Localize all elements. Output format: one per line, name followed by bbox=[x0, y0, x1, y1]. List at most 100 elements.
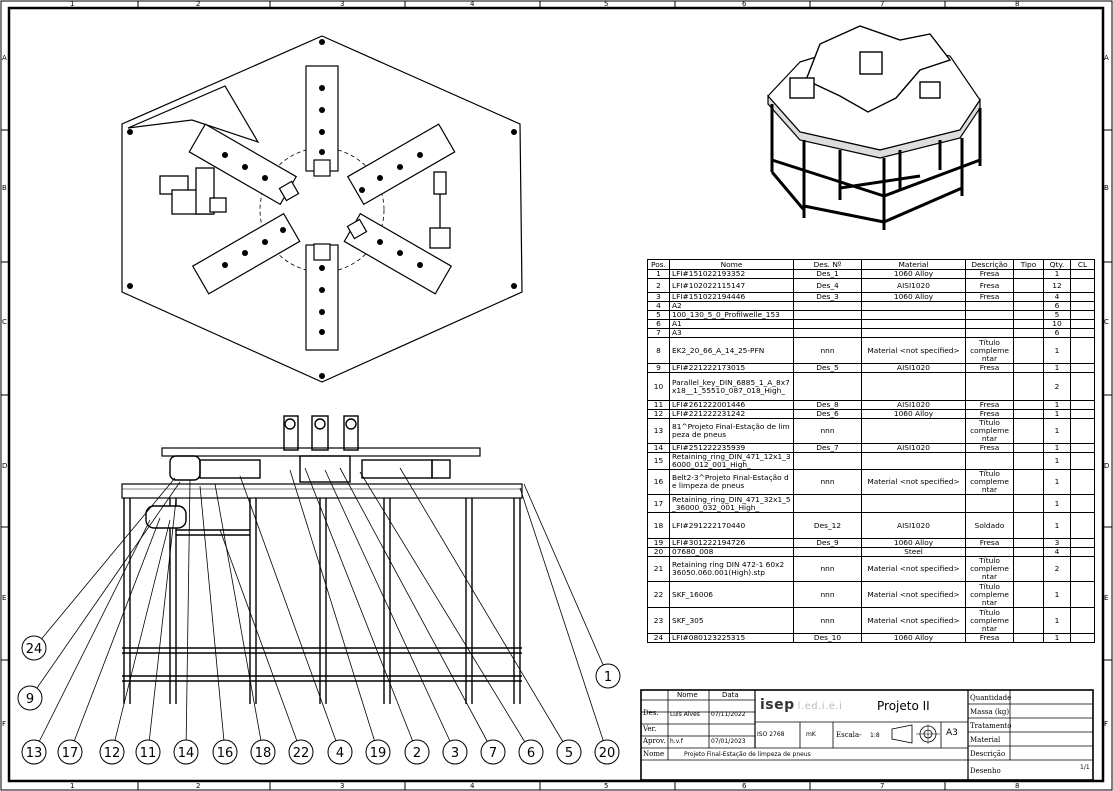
bom-cell-pos: 8 bbox=[647, 337, 670, 364]
balloon-circle bbox=[327, 739, 353, 765]
bom-row: 3 LFI#151022194446 Des_3 1060 Alloy Fresa 4 bbox=[647, 292, 1095, 302]
bom-row: 22 SKF_16006 nnn Material <not specified> Tí… bbox=[647, 581, 1095, 608]
bom-cell-pos: 17 bbox=[647, 494, 670, 513]
bom-cell-material bbox=[861, 319, 966, 329]
bom-cell-qty: 1 bbox=[1043, 452, 1071, 470]
bom-cell-cl bbox=[1070, 581, 1095, 608]
bom-cell-nome: Parallel_key_DIN_6885_1_A_8x7x18__1_5551… bbox=[669, 372, 794, 401]
bom-cell-nome: SKF_16006 bbox=[669, 581, 794, 608]
bom-cell-descricao bbox=[965, 372, 1014, 401]
bom-cell-des bbox=[793, 547, 862, 557]
bom-header-pos: Pos. bbox=[647, 259, 670, 270]
bom-cell-tipo bbox=[1013, 547, 1044, 557]
balloon-label: 4 bbox=[336, 746, 344, 761]
bom-cell-nome: Retaining ring DIN 472-1 60x2 36050.060.… bbox=[669, 556, 794, 582]
zone-column-label: 8 bbox=[1015, 0, 1020, 8]
balloon-9: 9 bbox=[17, 685, 43, 711]
bom-cell-tipo bbox=[1013, 319, 1044, 329]
balloon-label: 17 bbox=[62, 746, 79, 761]
bom-cell-qty: 1 bbox=[1043, 581, 1071, 608]
bom-cell-pos: 10 bbox=[647, 372, 670, 401]
tb-des-data: 07/11/2022 bbox=[711, 711, 746, 718]
bom-cell-nome: LFI#301222194726 bbox=[669, 538, 794, 548]
zone-column-label: 2 bbox=[196, 0, 201, 8]
bom-cell-material: Material <not specified> bbox=[861, 469, 966, 495]
bom-cell-qty: 4 bbox=[1043, 292, 1071, 302]
bom-header-row: Pos. Nome Des. Nº Material Descrição Tip… bbox=[647, 259, 1095, 270]
bom-cell-descricao: Fresa bbox=[965, 538, 1014, 548]
bom-cell-cl bbox=[1070, 556, 1095, 582]
bom-cell-des: Des_1 bbox=[793, 269, 862, 279]
bom-cell-descricao: Fresa bbox=[965, 400, 1014, 410]
bom-cell-qty: 1 bbox=[1043, 337, 1071, 364]
front-view bbox=[121, 415, 523, 704]
bom-row: 1 LFI#151022193352 Des_1 1060 Alloy Fresa 1 bbox=[647, 269, 1095, 279]
bom-cell-nome: LFI#221222231242 bbox=[669, 409, 794, 419]
bom-cell-qty: 10 bbox=[1043, 319, 1071, 329]
bom-header-tipo: Tipo bbox=[1013, 259, 1044, 270]
bom-cell-tipo bbox=[1013, 269, 1044, 279]
balloon-circle bbox=[21, 739, 47, 765]
bom-cell-nome: LFI#291222170440 bbox=[669, 512, 794, 539]
balloon-18: 18 bbox=[250, 739, 276, 765]
balloon-label: 12 bbox=[104, 746, 121, 761]
bom-cell-des: Des_8 bbox=[793, 400, 862, 410]
bom-cell-material: AISI1020 bbox=[861, 363, 966, 373]
bom-cell-material: 1060 Alloy bbox=[861, 409, 966, 419]
bom-cell-material: AISI1020 bbox=[861, 278, 966, 293]
balloon-13: 13 bbox=[21, 739, 47, 765]
bom-cell-cl bbox=[1070, 547, 1095, 557]
bom-cell-pos: 15 bbox=[647, 452, 670, 470]
bom-cell-nome: 100_130_5_0_Profilwelle_153 bbox=[669, 310, 794, 320]
bom-cell-qty: 1 bbox=[1043, 494, 1071, 513]
bom-cell-des: nnn bbox=[793, 337, 862, 364]
bom-cell-nome: 81^Projeto Final-Estação de limpeza de p… bbox=[669, 418, 794, 444]
balloon-17: 17 bbox=[57, 739, 83, 765]
tb-quantidade: Quantidade bbox=[970, 694, 1012, 702]
tb-nome-value: Projeto Final-Estação de limpeza de pneu… bbox=[684, 751, 811, 758]
bom-cell-pos: 18 bbox=[647, 512, 670, 539]
bom-cell-material: 1060 Alloy bbox=[861, 292, 966, 302]
zone-column-label: 5 bbox=[604, 782, 609, 790]
balloon-label: 3 bbox=[451, 746, 459, 761]
tb-tolerance: mK bbox=[806, 731, 816, 738]
bom-cell-material: Material <not specified> bbox=[861, 556, 966, 582]
leader-lines bbox=[29, 467, 609, 753]
bom-cell-cl bbox=[1070, 494, 1095, 513]
bom-cell-tipo bbox=[1013, 372, 1044, 401]
bom-cell-descricao: Título compleme ntar bbox=[965, 607, 1014, 634]
bom-cell-material: AISI1020 bbox=[861, 512, 966, 539]
balloon-label: 14 bbox=[178, 746, 195, 761]
bom-cell-material: Material <not specified> bbox=[861, 607, 966, 634]
bom-cell-tipo bbox=[1013, 409, 1044, 419]
bom-cell-pos: 22 bbox=[647, 581, 670, 608]
bom-cell-cl bbox=[1070, 512, 1095, 539]
bom-cell-nome: Retaining_ring_DIN_471_32x1_5_36000_032_… bbox=[669, 494, 794, 513]
balloon-label: 5 bbox=[565, 746, 573, 761]
balloon-circle bbox=[212, 739, 238, 765]
zone-row-label: A bbox=[1104, 54, 1109, 62]
bom-cell-des: Des_12 bbox=[793, 512, 862, 539]
bom-cell-descricao: Título compleme ntar bbox=[965, 469, 1014, 495]
balloon-label: 7 bbox=[489, 746, 497, 761]
balloon-circle bbox=[173, 739, 199, 765]
balloon-circle bbox=[442, 739, 468, 765]
bom-cell-des: nnn bbox=[793, 469, 862, 495]
bom-cell-des bbox=[793, 452, 862, 470]
bom-cell-descricao bbox=[965, 452, 1014, 470]
bom-cell-des: Des_9 bbox=[793, 538, 862, 548]
balloon-circle bbox=[404, 739, 430, 765]
tb-scale-label: Escala- bbox=[836, 731, 862, 739]
bom-cell-tipo bbox=[1013, 538, 1044, 548]
bom-cell-nome: LFI#151022193352 bbox=[669, 269, 794, 279]
balloon-22: 22 bbox=[288, 739, 314, 765]
bom-cell-cl bbox=[1070, 292, 1095, 302]
balloon-16: 16 bbox=[212, 739, 238, 765]
bom-header-descricao: Descrição bbox=[965, 259, 1014, 270]
bom-cell-material: 1060 Alloy bbox=[861, 269, 966, 279]
balloon-circle bbox=[595, 663, 621, 689]
zone-column-label: 1 bbox=[70, 782, 75, 790]
bom-row: 20 07680_008 Steel 4 bbox=[647, 547, 1095, 557]
zone-column-label: 5 bbox=[604, 0, 609, 8]
bom-cell-pos: 7 bbox=[647, 328, 670, 338]
